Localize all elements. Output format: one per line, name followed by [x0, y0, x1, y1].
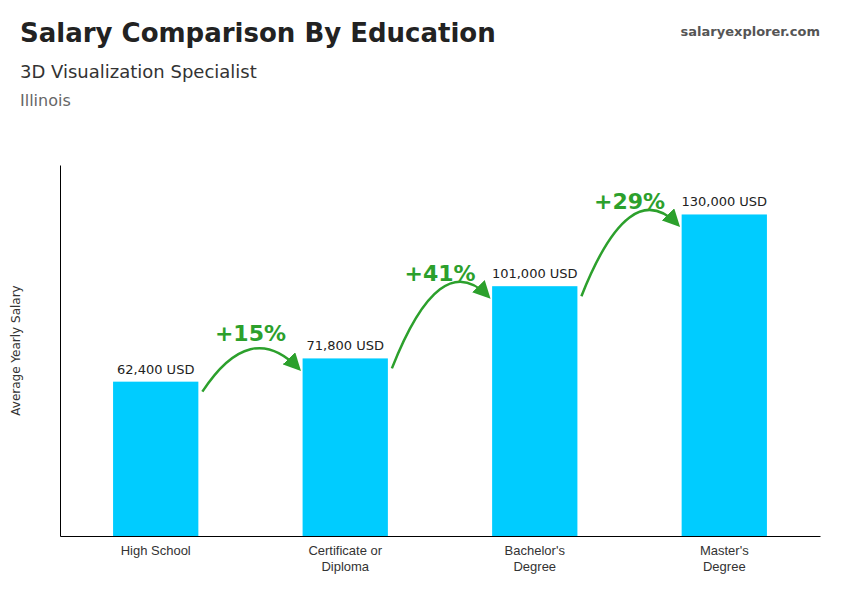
- change-arrow: [392, 282, 488, 369]
- y-axis-label: Average Yearly Salary: [9, 285, 23, 415]
- x-tick-label: Certificate orDiploma: [308, 543, 382, 574]
- data-label: 101,000 USD: [492, 266, 578, 281]
- bar: [682, 214, 767, 536]
- y-axis: [60, 166, 61, 537]
- data-label: 62,400 USD: [117, 362, 194, 377]
- bar: [303, 358, 388, 536]
- bar: [113, 382, 198, 536]
- change-annotations: +15% +41% +29%: [202, 189, 677, 391]
- change-arrow: [202, 348, 298, 392]
- y-axis-line: [60, 166, 61, 537]
- x-tick-label: Bachelor'sDegree: [505, 543, 566, 574]
- x-tick-label: High School: [121, 543, 191, 558]
- bars: [113, 214, 767, 536]
- x-tick: High School: [121, 536, 191, 558]
- data-label: 130,000 USD: [681, 194, 767, 209]
- subtitle: Illinois: [20, 91, 71, 110]
- data-labels: 62,400 USD 71,800 USD 101,000 USD 130,000 U…: [117, 194, 767, 376]
- change-label: +41%: [404, 261, 475, 286]
- chart: Salary Comparison By Education 3D Visuali…: [0, 0, 850, 606]
- title: Salary Comparison By Education: [20, 18, 496, 48]
- subtitle: 3D Visualization Specialist: [20, 61, 257, 82]
- watermark: salaryexplorer.com: [681, 24, 820, 39]
- change-arrow: [581, 210, 677, 296]
- x-tick: Master'sDegree: [700, 536, 749, 574]
- x-axis-line: [61, 536, 821, 537]
- x-tick-label: Master'sDegree: [700, 543, 749, 574]
- x-axis: High School Certificate orDiploma Bachelor…: [61, 536, 821, 574]
- x-tick: Bachelor'sDegree: [505, 536, 566, 574]
- x-tick: Certificate orDiploma: [308, 536, 382, 574]
- change-label: +15%: [215, 321, 286, 346]
- bar: [492, 286, 577, 536]
- data-label: 71,800 USD: [307, 338, 384, 353]
- change-label: +29%: [594, 189, 665, 214]
